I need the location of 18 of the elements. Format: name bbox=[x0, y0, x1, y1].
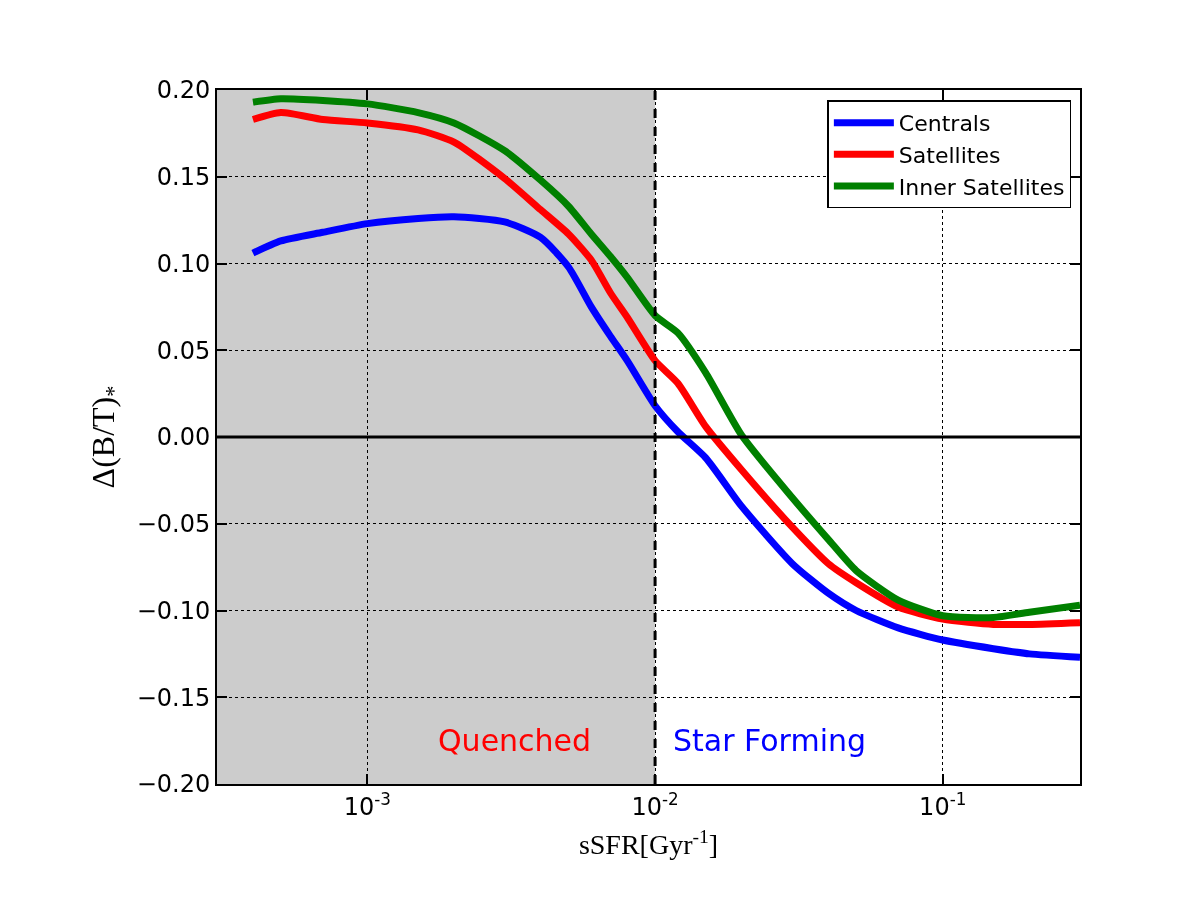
y-tick-label: 0.10 bbox=[156, 249, 211, 278]
y-tick-label: −0.20 bbox=[136, 770, 211, 799]
y-tick-label: −0.05 bbox=[136, 510, 211, 539]
y-tick-label: 0.20 bbox=[156, 76, 211, 105]
legend-label: Satellites bbox=[898, 142, 1001, 168]
y-tick-label: 0.15 bbox=[156, 163, 211, 192]
legend-label: Centrals bbox=[898, 111, 991, 137]
annotation: Quenched bbox=[438, 723, 592, 758]
y-tick-label: −0.15 bbox=[136, 683, 211, 712]
legend-label: Inner Satellites bbox=[898, 174, 1065, 200]
x-tick-label: 10$^{-2}$ bbox=[631, 788, 679, 821]
x-tick-label: 10$^{-1}$ bbox=[919, 788, 967, 821]
y-tick-label: 0.00 bbox=[156, 423, 211, 452]
x-axis-title: sSFR[Gyr$^{-1}$] bbox=[578, 825, 719, 861]
y-tick-label: 0.05 bbox=[156, 336, 211, 365]
annotation: Star Forming bbox=[673, 723, 867, 758]
x-tick-label: 10$^{-3}$ bbox=[343, 788, 392, 821]
y-tick-label: −0.10 bbox=[136, 596, 211, 625]
